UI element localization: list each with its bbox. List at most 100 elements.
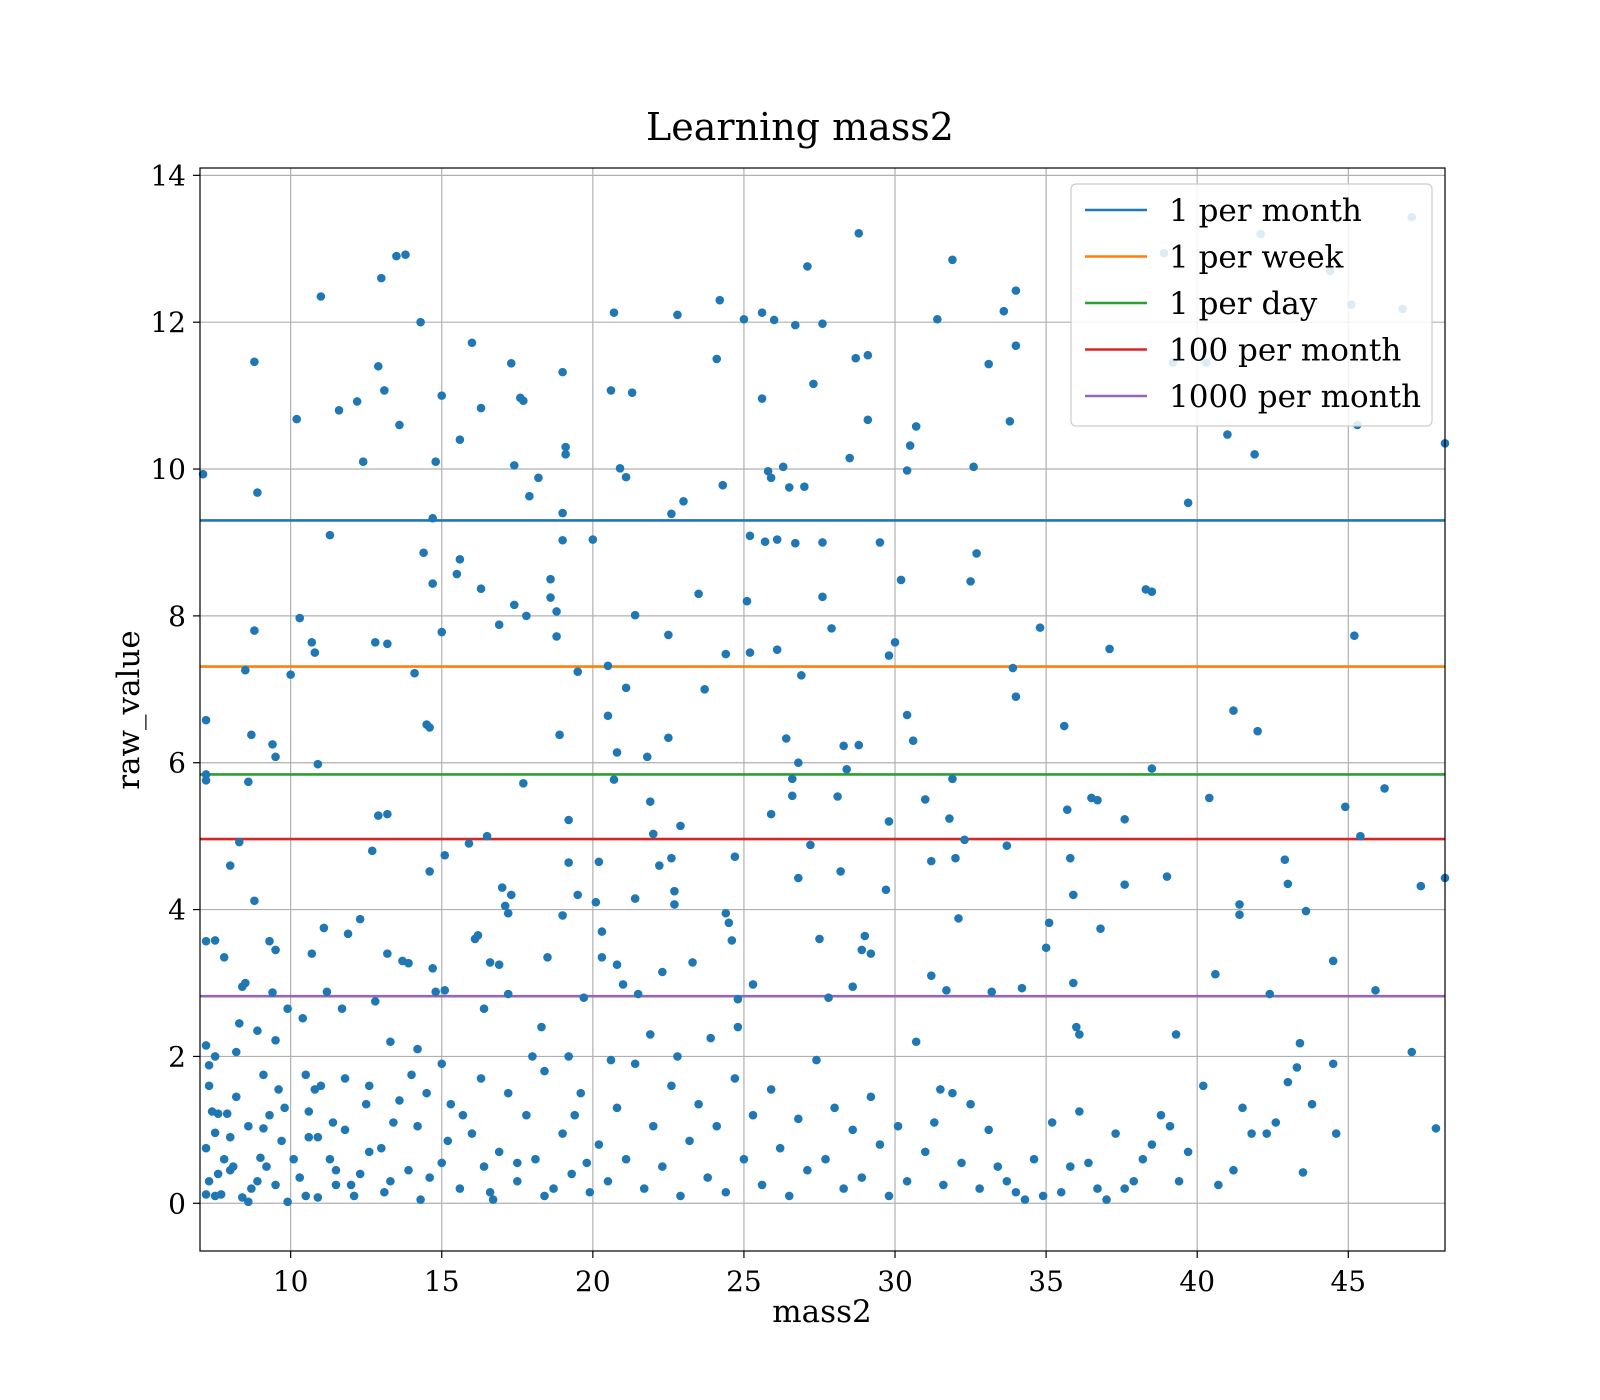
data-point bbox=[1283, 1077, 1293, 1087]
data-point bbox=[984, 1125, 994, 1135]
data-point bbox=[830, 1103, 839, 1113]
data-point bbox=[999, 306, 1009, 316]
data-point bbox=[395, 1096, 404, 1105]
data-point bbox=[630, 894, 640, 903]
y-axis-ticks: 0 2 4 6 8 10 12 14 bbox=[150, 159, 200, 1220]
data-point bbox=[957, 1158, 966, 1168]
data-point bbox=[343, 929, 353, 939]
data-point bbox=[404, 1165, 413, 1175]
data-point bbox=[667, 853, 676, 863]
data-point bbox=[404, 958, 413, 968]
data-point bbox=[609, 308, 619, 317]
data-point bbox=[1020, 1195, 1030, 1204]
data-point bbox=[673, 1052, 682, 1061]
legend-label: 1 per day bbox=[1169, 286, 1318, 322]
data-point bbox=[1283, 879, 1293, 889]
data-point bbox=[437, 1158, 447, 1168]
data-point bbox=[902, 1176, 912, 1186]
data-point bbox=[250, 357, 259, 367]
data-point bbox=[204, 1176, 214, 1186]
data-point bbox=[1002, 841, 1012, 851]
data-point bbox=[443, 1136, 453, 1146]
data-point bbox=[1380, 784, 1389, 793]
data-point bbox=[340, 1074, 350, 1083]
data-point bbox=[1214, 1180, 1223, 1190]
data-point bbox=[543, 953, 552, 962]
data-point bbox=[250, 626, 259, 635]
data-point bbox=[1002, 1176, 1012, 1186]
data-point bbox=[854, 229, 864, 238]
data-point bbox=[283, 1197, 292, 1207]
data-point bbox=[1162, 872, 1172, 881]
data-point bbox=[1075, 1107, 1084, 1116]
data-point bbox=[960, 835, 969, 845]
data-point bbox=[676, 1191, 685, 1201]
data-point bbox=[926, 856, 936, 866]
data-point bbox=[778, 462, 788, 472]
x-tick-label: 10 bbox=[273, 1265, 309, 1298]
data-point bbox=[612, 1103, 622, 1113]
data-point bbox=[763, 466, 773, 476]
data-point bbox=[1328, 956, 1338, 966]
data-point bbox=[295, 613, 305, 623]
data-point bbox=[745, 531, 755, 541]
data-point bbox=[383, 949, 392, 958]
data-point bbox=[1250, 450, 1259, 459]
data-point bbox=[775, 1143, 785, 1153]
data-point bbox=[1147, 1140, 1157, 1149]
data-point bbox=[555, 730, 564, 740]
data-point bbox=[1301, 906, 1311, 916]
data-point bbox=[712, 1121, 722, 1131]
data-point bbox=[1156, 1110, 1166, 1120]
data-point bbox=[621, 1154, 631, 1164]
data-point bbox=[328, 1118, 338, 1127]
data-point bbox=[253, 1026, 262, 1036]
data-point bbox=[730, 852, 740, 862]
data-point bbox=[428, 513, 437, 523]
data-point bbox=[800, 482, 809, 491]
data-point bbox=[204, 1081, 214, 1091]
data-point bbox=[494, 960, 504, 969]
legend-label: 1 per week bbox=[1169, 240, 1344, 276]
data-point bbox=[422, 1088, 431, 1098]
data-point bbox=[383, 639, 392, 649]
data-point bbox=[373, 811, 383, 820]
y-tick-label: 0 bbox=[168, 1187, 186, 1220]
data-point bbox=[857, 945, 867, 955]
data-point bbox=[355, 1169, 365, 1179]
data-point bbox=[842, 765, 851, 774]
data-point bbox=[902, 466, 912, 475]
data-point bbox=[440, 986, 450, 995]
data-point bbox=[1065, 853, 1075, 863]
data-point bbox=[884, 651, 894, 660]
data-point bbox=[1062, 805, 1072, 815]
data-point bbox=[428, 964, 437, 973]
data-point bbox=[265, 1110, 274, 1120]
data-point bbox=[488, 1195, 498, 1204]
data-point bbox=[479, 1004, 489, 1014]
data-point bbox=[244, 1121, 253, 1131]
data-point bbox=[567, 1169, 576, 1179]
data-point bbox=[1262, 1129, 1272, 1138]
data-points bbox=[198, 212, 1450, 1207]
data-point bbox=[564, 858, 573, 867]
data-point bbox=[948, 255, 957, 265]
data-point bbox=[721, 1187, 731, 1197]
legend-label: 1 per month bbox=[1169, 193, 1362, 229]
data-point bbox=[225, 861, 235, 870]
data-point bbox=[893, 1121, 903, 1131]
data-point bbox=[525, 491, 534, 501]
data-point bbox=[1147, 764, 1157, 773]
data-point bbox=[271, 1035, 280, 1045]
data-point bbox=[670, 900, 679, 909]
data-point bbox=[827, 624, 836, 633]
data-point bbox=[503, 1088, 513, 1098]
data-point bbox=[1328, 1059, 1338, 1069]
data-point bbox=[1280, 855, 1290, 864]
data-point bbox=[1295, 1038, 1305, 1048]
data-point bbox=[1035, 623, 1045, 632]
data-point bbox=[803, 1165, 812, 1175]
data-point bbox=[455, 555, 465, 564]
data-point bbox=[621, 472, 631, 482]
data-point bbox=[818, 319, 827, 328]
